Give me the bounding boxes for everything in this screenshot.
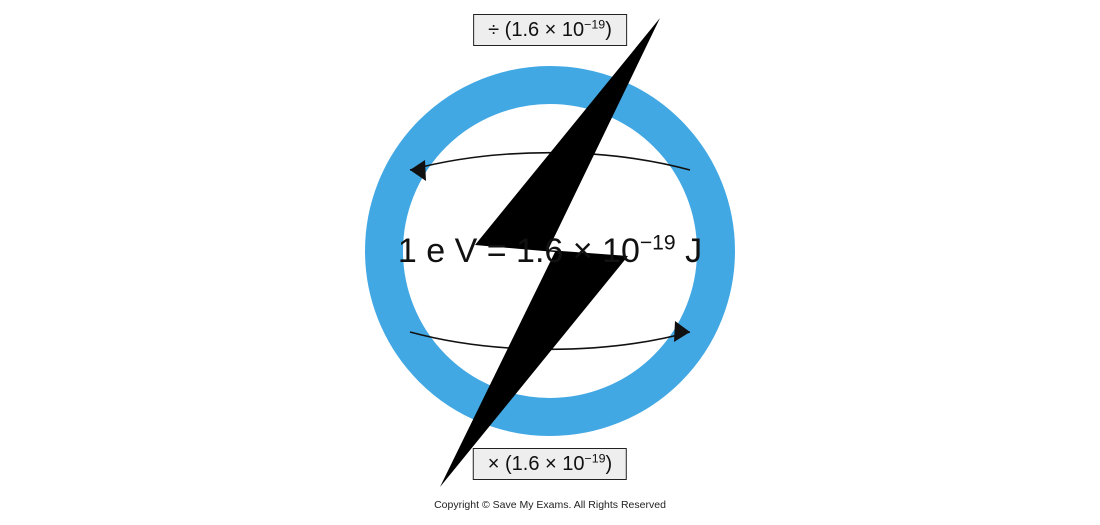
conversion-diagram: 1 e V = 1.6 × 10−19 J ÷ (1.6 × 10−19) × … [270, 0, 830, 500]
copyright-text: Copyright © Save My Exams. All Rights Re… [434, 499, 666, 511]
divide-box: ÷ (1.6 × 10−19) [473, 14, 627, 46]
equation-text: 1 e V = 1.6 × 10−19 J [398, 232, 702, 271]
multiply-box: × (1.6 × 10−19) [473, 448, 627, 480]
